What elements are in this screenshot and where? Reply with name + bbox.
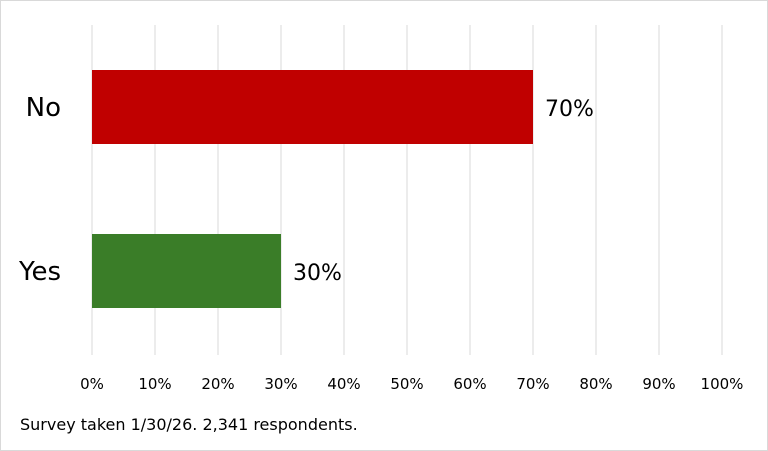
x-tick-label-8: 80% [579, 375, 612, 393]
data-label-no: 70% [545, 97, 594, 122]
x-tick-label-2: 20% [201, 375, 234, 393]
x-tick-label-7: 70% [516, 375, 549, 393]
bar-no [92, 70, 533, 144]
x-tick-label-5: 50% [390, 375, 423, 393]
category-label-yes: Yes [18, 257, 61, 287]
x-tick-label-4: 40% [327, 375, 360, 393]
category-label-no: No [26, 93, 61, 123]
x-tick-label-6: 60% [453, 375, 486, 393]
x-tick-label-0: 0% [80, 375, 104, 393]
x-tick-label-10: 100% [701, 375, 744, 393]
survey-footnote: Survey taken 1/30/26. 2,341 respondents. [20, 415, 358, 434]
bar-yes [92, 234, 281, 308]
data-label-yes: 30% [293, 261, 342, 286]
x-tick-label-1: 10% [138, 375, 171, 393]
x-tick-label-9: 90% [642, 375, 675, 393]
x-tick-label-3: 30% [264, 375, 297, 393]
